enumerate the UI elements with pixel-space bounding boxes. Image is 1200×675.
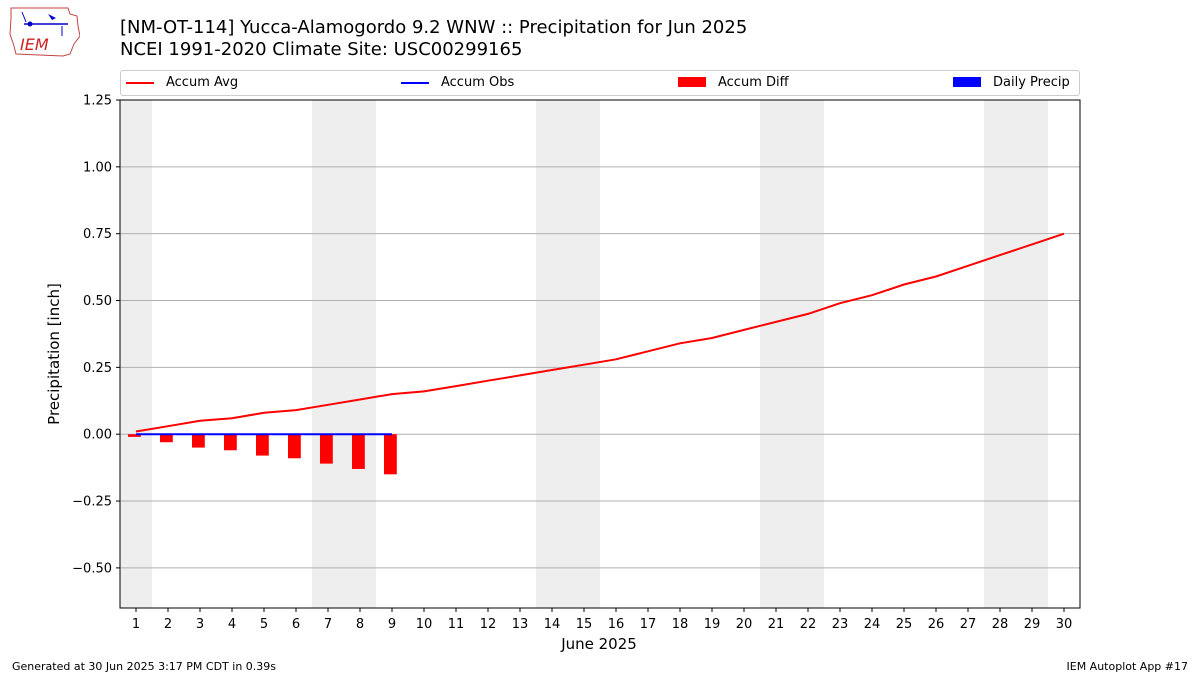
y-tick-label: 0.75	[83, 227, 112, 242]
iem-logo: IEM	[9, 7, 80, 57]
x-tick-label: 5	[260, 617, 268, 632]
x-tick-label: 2	[164, 617, 172, 632]
legend-swatch-accum-avg	[126, 82, 154, 84]
x-tick-label: 3	[196, 617, 204, 632]
weekend-shade	[984, 100, 1048, 608]
x-tick-label: 15	[576, 617, 593, 632]
legend-item-accum-obs: Accum Obs	[401, 75, 531, 91]
bar-accum-diff	[160, 434, 173, 443]
x-tick-label: 16	[608, 617, 625, 632]
x-tick-label: 14	[544, 617, 561, 632]
x-tick-label: 29	[1024, 617, 1041, 632]
legend-swatch-accum-diff	[678, 77, 706, 87]
y-tick-label: 0.00	[83, 428, 112, 443]
y-tick-label: 0.50	[83, 294, 112, 309]
legend-swatch-accum-obs	[401, 82, 429, 84]
legend: Accum Avg Accum Obs Accum Diff Daily Pre…	[120, 70, 1080, 96]
x-tick-label: 22	[800, 617, 817, 632]
x-tick-label: 9	[388, 617, 396, 632]
legend-label: Daily Precip	[993, 75, 1070, 90]
x-tick-label: 13	[512, 617, 529, 632]
chart-subtitle: NCEI 1991-2020 Climate Site: USC00299165	[120, 39, 523, 60]
bar-accum-diff	[384, 434, 397, 475]
legend-item-daily-precip: Daily Precip	[953, 75, 1077, 91]
legend-item-accum-avg: Accum Avg	[126, 75, 256, 91]
x-tick-label: 25	[896, 617, 913, 632]
x-tick-label: 24	[864, 617, 881, 632]
bar-accum-diff	[288, 434, 301, 459]
y-tick-label: 1.25	[83, 94, 112, 109]
bar-accum-diff	[352, 434, 365, 469]
x-tick-label: 28	[992, 617, 1009, 632]
x-tick-label: 12	[480, 617, 497, 632]
footer-app: IEM Autoplot App #17	[1066, 660, 1189, 673]
bar-accum-diff	[320, 434, 333, 464]
footer-generated: Generated at 30 Jun 2025 3:17 PM CDT in …	[12, 660, 277, 673]
bar-accum-diff	[128, 434, 141, 437]
weekend-shade	[760, 100, 824, 608]
x-tick-label: 21	[768, 617, 785, 632]
x-tick-label: 7	[324, 617, 332, 632]
y-tick-label: 1.00	[83, 160, 112, 175]
line-accum-avg	[135, 232, 1065, 433]
x-tick-label: 6	[292, 617, 300, 632]
x-tick-label: 20	[736, 617, 753, 632]
chart-title: [NM-OT-114] Yucca-Alamogordo 9.2 WNW :: …	[120, 17, 748, 38]
iem-logo-text: IEM	[20, 35, 49, 54]
x-tick-label: 19	[704, 617, 721, 632]
legend-swatch-daily-precip	[953, 77, 981, 87]
x-tick-label: 23	[832, 617, 849, 632]
x-tick-label: 30	[1056, 617, 1073, 632]
x-tick-label: 11	[448, 617, 465, 632]
x-tick-label: 8	[356, 617, 364, 632]
y-tick-label: −0.50	[72, 561, 112, 576]
x-tick-label: 18	[672, 617, 689, 632]
x-tick-label: 27	[960, 617, 977, 632]
legend-label: Accum Obs	[441, 75, 515, 90]
weekend-shade	[120, 100, 152, 608]
legend-label: Accum Avg	[166, 75, 239, 90]
legend-item-accum-diff: Accum Diff	[678, 75, 808, 91]
weekend-shade	[536, 100, 600, 608]
y-tick-label: −0.25	[72, 495, 112, 510]
bar-accum-diff	[192, 434, 205, 448]
x-tick-label: 26	[928, 617, 945, 632]
x-tick-label: 1	[132, 617, 140, 632]
x-tick-label: 4	[228, 617, 236, 632]
plot-frame	[119, 99, 1081, 609]
weekend-shade	[312, 100, 376, 608]
bar-accum-diff	[224, 434, 237, 451]
x-axis-label: June 2025	[560, 635, 637, 653]
legend-label: Accum Diff	[718, 75, 789, 90]
x-tick-label: 17	[640, 617, 657, 632]
y-tick-label: 0.25	[83, 361, 112, 376]
bar-accum-diff	[256, 434, 269, 456]
x-tick-label: 10	[416, 617, 433, 632]
y-axis-label: Precipitation [inch]	[45, 283, 63, 425]
